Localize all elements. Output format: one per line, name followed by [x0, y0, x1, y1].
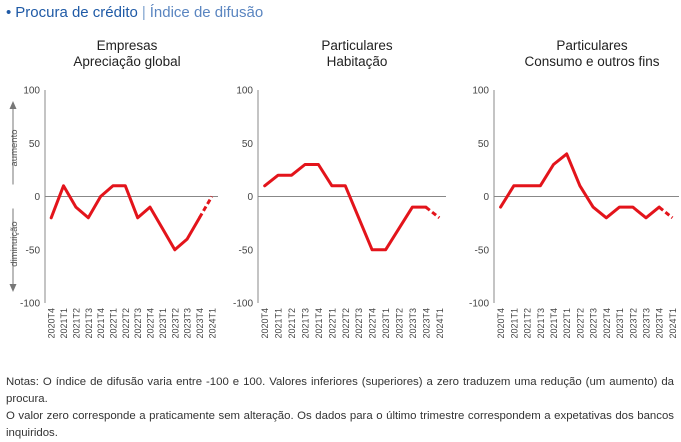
chart-subtitle-1: Apreciação global — [73, 54, 180, 69]
x-tick-label: 2022T4 — [146, 308, 156, 339]
x-tick-label: 2021T4 — [314, 308, 324, 339]
x-tick-label: 2022T2 — [121, 308, 131, 339]
x-tick-label: 2023T3 — [641, 308, 651, 339]
x-tick-label: 2023T4 — [655, 308, 665, 339]
y-tick-label: -50 — [475, 245, 490, 256]
x-tick-label: 2022T4 — [602, 308, 612, 339]
x-tick-label: 2023T1 — [615, 308, 625, 339]
x-tick-label: 2021T2 — [287, 308, 297, 339]
x-tick-label: 2021T4 — [96, 308, 106, 339]
y-tick-label: 100 — [472, 86, 489, 97]
x-tick-label: 2022T3 — [354, 308, 364, 339]
x-tick-label: 2023T2 — [395, 308, 405, 339]
x-tick-label: 2022T3 — [589, 308, 599, 339]
y-tick-label: 0 — [483, 192, 489, 203]
chart-title-1: Empresas — [97, 38, 158, 53]
x-tick-label: 2021T4 — [549, 308, 559, 339]
y-tick-label: 0 — [247, 192, 253, 203]
x-tick-label: 2022T1 — [327, 308, 337, 339]
x-tick-label: 2023T1 — [381, 308, 391, 339]
y-tick-label: 100 — [23, 86, 40, 97]
chart-title-2: Particulares — [321, 38, 393, 53]
x-tick-label: 2022T2 — [575, 308, 585, 339]
x-tick-label: 2024T1 — [668, 308, 678, 339]
x-tick-label: 2021T2 — [523, 308, 533, 339]
series-line-2 — [263, 163, 428, 252]
y-tick-label: 50 — [242, 139, 254, 150]
chart-subtitle-3: Consumo e outros fins — [524, 54, 659, 69]
page-title: Procura de crédito — [15, 4, 138, 21]
x-tick-label: 2022T3 — [133, 308, 143, 339]
arrow-up-icon — [9, 101, 17, 109]
aumento-label: aumento — [9, 130, 20, 167]
series-line-1 — [49, 184, 201, 252]
x-tick-label: 2024T1 — [207, 308, 217, 339]
series-expected-segment-3 — [658, 205, 674, 219]
chart-header: • Procura de crédito | Índice de difusão — [6, 2, 263, 24]
x-tick-label: 2021T1 — [274, 308, 284, 339]
bullet-icon: • — [6, 4, 12, 21]
x-tick-label: 2023T4 — [195, 308, 205, 339]
x-tick-label: 2021T3 — [536, 308, 546, 339]
x-tick-label: 2021T3 — [84, 308, 94, 339]
y-tick-label: -50 — [26, 245, 41, 256]
x-tick-label: 2022T1 — [108, 308, 118, 339]
chart-title-3: Particulares — [556, 38, 628, 53]
x-tick-label: 2020T4 — [260, 308, 270, 339]
x-tick-label: 2024T1 — [435, 308, 445, 339]
y-tick-label: -100 — [233, 299, 253, 310]
series-line-3 — [499, 152, 661, 220]
x-tick-label: 2023T3 — [408, 308, 418, 339]
x-tick-label: 2021T3 — [301, 308, 311, 339]
y-tick-label: 100 — [236, 86, 253, 97]
y-tick-label: -100 — [469, 299, 489, 310]
y-tick-label: 0 — [34, 192, 40, 203]
x-tick-label: 2022T4 — [368, 308, 378, 339]
x-tick-label: 2023T4 — [421, 308, 431, 339]
x-tick-label: 2022T1 — [562, 308, 572, 339]
x-tick-label: 2021T2 — [71, 308, 81, 339]
page-subtitle: Índice de difusão — [149, 4, 264, 21]
x-tick-label: 2021T1 — [509, 308, 519, 339]
x-tick-label: 2023T3 — [183, 308, 193, 339]
x-tick-label: 2022T2 — [341, 308, 351, 339]
y-tick-label: 50 — [29, 139, 41, 150]
x-tick-label: 2023T2 — [170, 308, 180, 339]
notes: Notas: O índice de difusão varia entre -… — [6, 374, 674, 442]
x-tick-label: 2023T2 — [628, 308, 638, 339]
arrow-down-icon — [9, 284, 17, 292]
y-tick-label: -100 — [20, 299, 40, 310]
x-tick-label: 2020T4 — [496, 308, 506, 339]
notes-line-2: O valor zero corresponde a praticamente … — [6, 410, 674, 439]
x-tick-label: 2023T1 — [158, 308, 168, 339]
x-tick-label: 2021T1 — [59, 308, 69, 339]
title-separator: | — [141, 4, 146, 21]
series-expected-segment-1 — [198, 195, 214, 219]
x-tick-label: 2020T4 — [47, 308, 57, 339]
series-expected-segment-2 — [424, 205, 441, 219]
y-tick-label: 50 — [478, 139, 490, 150]
chart-subtitle-2: Habitação — [327, 54, 388, 69]
notes-line-1: Notas: O índice de difusão varia entre -… — [6, 376, 674, 405]
y-tick-label: -50 — [239, 245, 254, 256]
diminuicao-label: diminuição — [9, 221, 20, 266]
